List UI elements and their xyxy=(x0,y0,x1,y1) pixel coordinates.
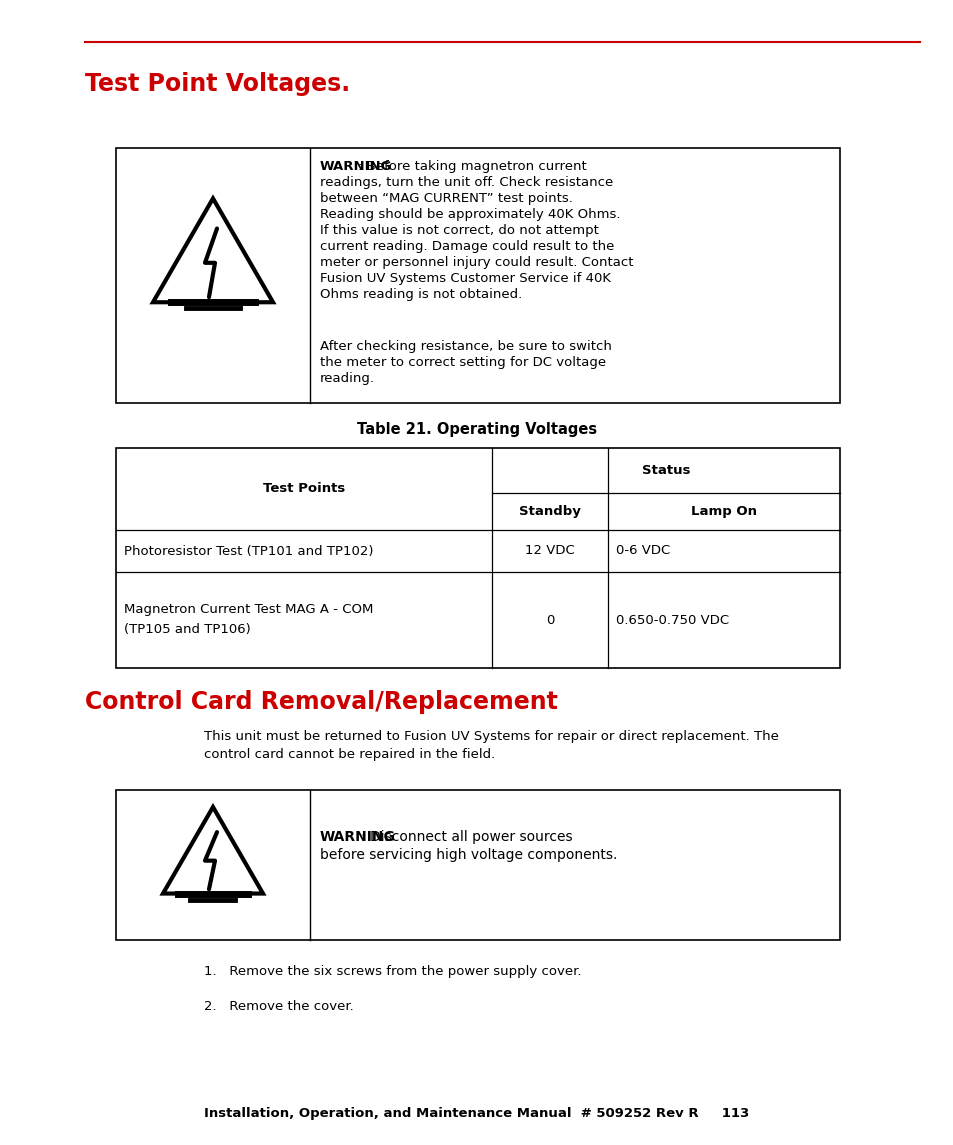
Text: Standby: Standby xyxy=(518,505,580,518)
Text: Status: Status xyxy=(641,464,690,477)
Text: 2.   Remove the cover.: 2. Remove the cover. xyxy=(204,1000,354,1013)
Text: 0-6 VDC: 0-6 VDC xyxy=(616,545,670,558)
Text: readings, turn the unit off. Check resistance: readings, turn the unit off. Check resis… xyxy=(319,176,613,189)
Text: After checking resistance, be sure to switch: After checking resistance, be sure to sw… xyxy=(319,340,611,353)
Text: Ohms reading is not obtained.: Ohms reading is not obtained. xyxy=(319,289,521,301)
Bar xyxy=(116,790,840,940)
Text: WARNING: WARNING xyxy=(319,160,392,173)
Text: If this value is not correct, do not attempt: If this value is not correct, do not att… xyxy=(319,224,598,237)
Text: reading.: reading. xyxy=(319,372,375,385)
Text: Magnetron Current Test MAG A - COM: Magnetron Current Test MAG A - COM xyxy=(124,603,373,616)
Text: Fusion UV Systems Customer Service if 40K: Fusion UV Systems Customer Service if 40… xyxy=(319,273,610,285)
Text: 0.650-0.750 VDC: 0.650-0.750 VDC xyxy=(616,614,728,626)
Text: 0: 0 xyxy=(545,614,554,626)
Text: meter or personnel injury could result. Contact: meter or personnel injury could result. … xyxy=(319,256,633,269)
Bar xyxy=(116,148,840,403)
Text: the meter to correct setting for DC voltage: the meter to correct setting for DC volt… xyxy=(319,356,605,369)
Text: : Before taking magnetron current: : Before taking magnetron current xyxy=(358,160,587,173)
Text: Table 21. Operating Voltages: Table 21. Operating Voltages xyxy=(356,423,597,437)
Text: This unit must be returned to Fusion UV Systems for repair or direct replacement: This unit must be returned to Fusion UV … xyxy=(204,731,778,743)
Text: current reading. Damage could result to the: current reading. Damage could result to … xyxy=(319,240,614,253)
Text: before servicing high voltage components.: before servicing high voltage components… xyxy=(319,848,617,862)
Text: WARNING: WARNING xyxy=(319,830,395,844)
Text: 12 VDC: 12 VDC xyxy=(524,545,575,558)
Text: : Disconnect all power sources: : Disconnect all power sources xyxy=(361,830,573,844)
Text: (TP105 and TP106): (TP105 and TP106) xyxy=(124,624,251,637)
Text: Photoresistor Test (TP101 and TP102): Photoresistor Test (TP101 and TP102) xyxy=(124,545,374,558)
Text: Lamp On: Lamp On xyxy=(690,505,757,518)
Text: Test Points: Test Points xyxy=(263,482,345,496)
Text: Reading should be approximately 40K Ohms.: Reading should be approximately 40K Ohms… xyxy=(319,208,619,221)
Text: Test Point Voltages.: Test Point Voltages. xyxy=(85,72,350,96)
Bar xyxy=(116,448,840,668)
Text: between “MAG CURRENT” test points.: between “MAG CURRENT” test points. xyxy=(319,192,572,205)
Text: Installation, Operation, and Maintenance Manual  # 509252 Rev R     113: Installation, Operation, and Maintenance… xyxy=(204,1107,749,1120)
Text: Control Card Removal/Replacement: Control Card Removal/Replacement xyxy=(85,690,558,714)
Text: 1.   Remove the six screws from the power supply cover.: 1. Remove the six screws from the power … xyxy=(204,965,581,978)
Text: control card cannot be repaired in the field.: control card cannot be repaired in the f… xyxy=(204,748,495,761)
